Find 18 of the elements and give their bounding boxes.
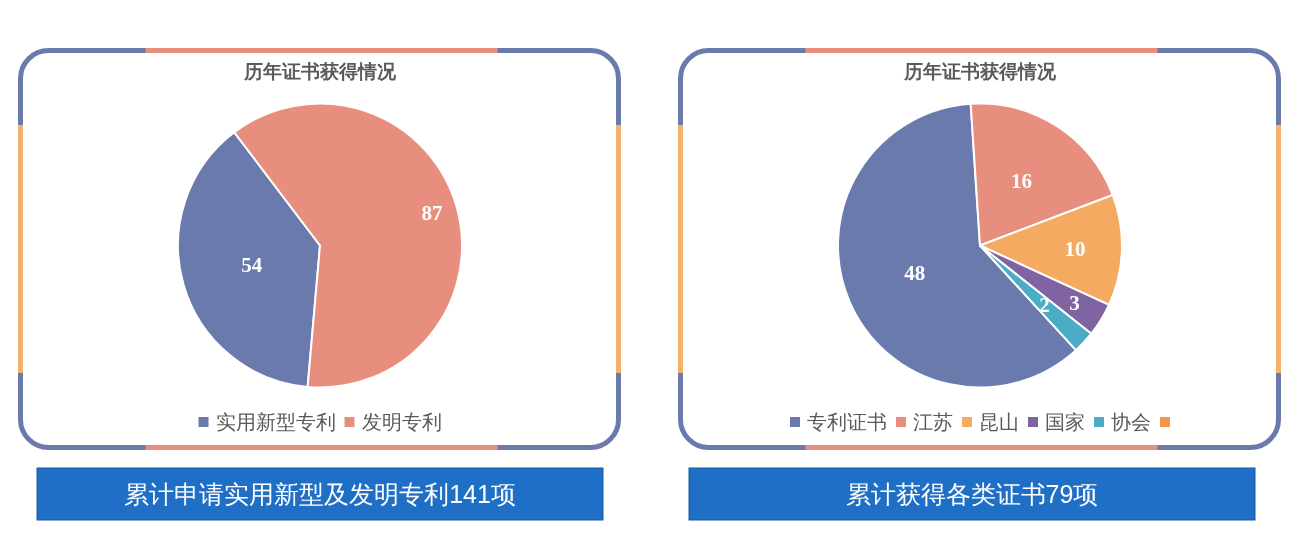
chart-title: 历年证书获得情况	[903, 60, 1057, 82]
legend-label: 专利证书	[807, 411, 887, 433]
data-label: 3	[1069, 291, 1080, 316]
legend-label: 江苏	[913, 411, 953, 433]
legend-label: 发明专利	[361, 411, 442, 433]
data-label: 2	[1039, 293, 1050, 318]
data-label: 54	[241, 253, 263, 278]
legend-label: 协会	[1111, 411, 1151, 433]
chart-title: 历年证书获得情况	[243, 60, 397, 82]
data-label: 10	[1064, 236, 1086, 261]
text: 累计申请实用新型及发明专利141项	[124, 480, 516, 508]
data-label: 87	[421, 201, 443, 226]
data-label: 48	[904, 261, 926, 286]
text: 累计获得各类证书79项	[845, 480, 1099, 508]
legend-label: 昆山	[979, 411, 1019, 433]
legend-label: 国家	[1045, 411, 1085, 433]
legend-label: 实用新型专利	[215, 411, 336, 433]
data-label: 16	[1010, 168, 1032, 193]
